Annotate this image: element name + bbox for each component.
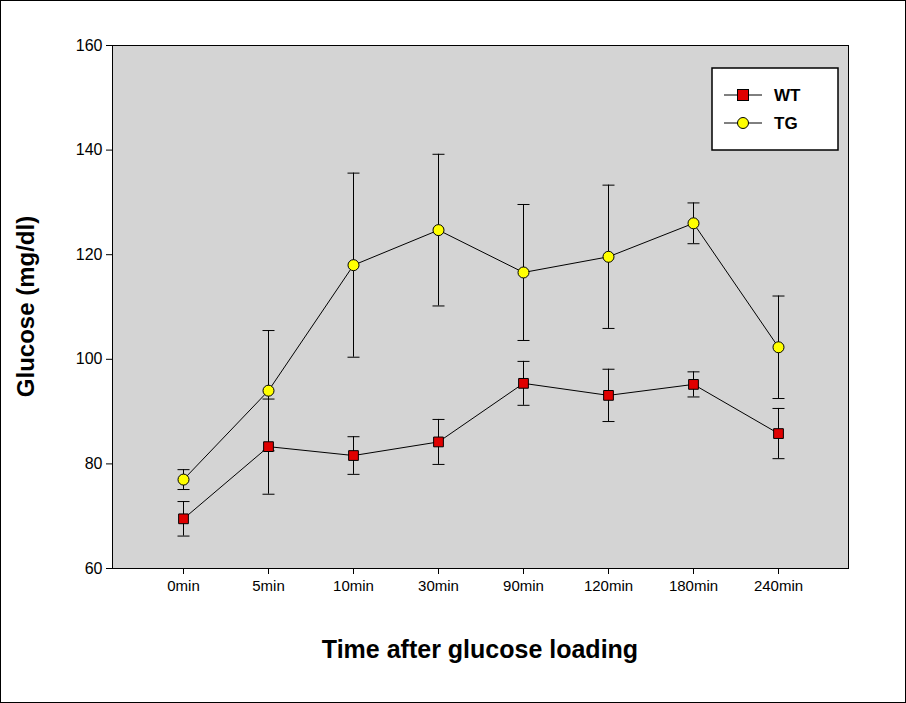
svg-text:240min: 240min (754, 577, 803, 594)
svg-text:WT: WT (774, 86, 801, 105)
svg-text:120min: 120min (584, 577, 633, 594)
svg-text:160: 160 (76, 37, 103, 54)
svg-text:Glucose (mg/dl): Glucose (mg/dl) (12, 216, 39, 397)
svg-text:140: 140 (76, 141, 103, 158)
svg-text:180min: 180min (669, 577, 718, 594)
svg-text:80: 80 (85, 455, 103, 472)
svg-text:120: 120 (76, 246, 103, 263)
svg-text:Time after glucose loading: Time after glucose loading (322, 635, 638, 663)
svg-text:0min: 0min (167, 577, 200, 594)
svg-text:60: 60 (85, 560, 103, 577)
svg-text:90min: 90min (503, 577, 544, 594)
svg-text:10min: 10min (333, 577, 374, 594)
svg-text:5min: 5min (252, 577, 285, 594)
svg-text:TG: TG (774, 114, 798, 133)
svg-text:100: 100 (76, 350, 103, 367)
svg-text:30min: 30min (418, 577, 459, 594)
